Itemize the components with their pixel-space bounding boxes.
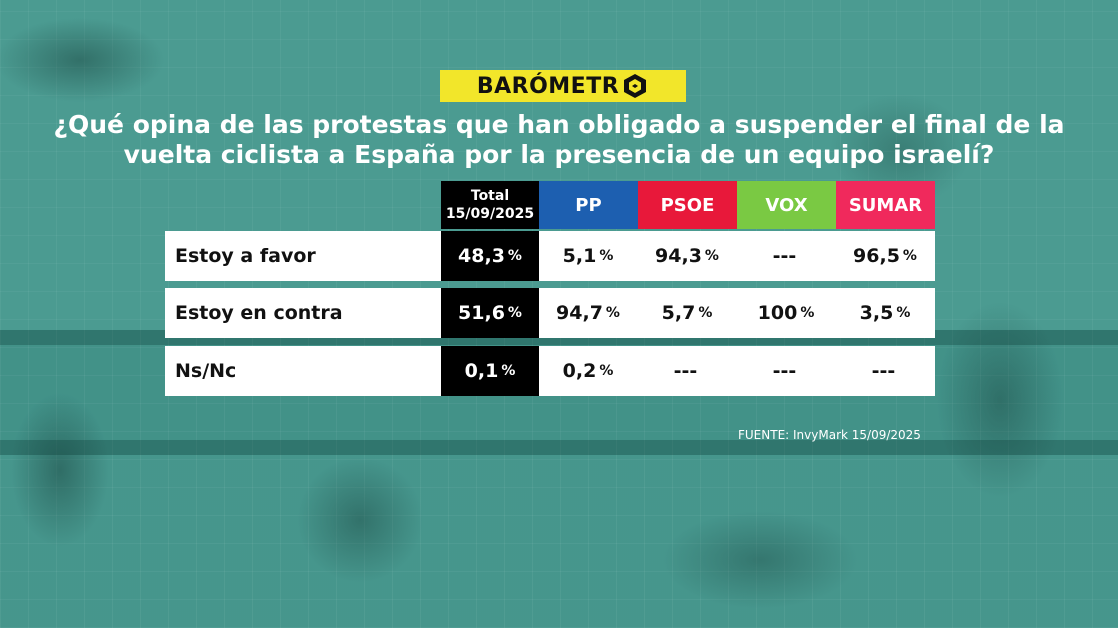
cell-vox-contra: 100%: [737, 288, 835, 338]
cell-pp-contra: 94,7%: [539, 288, 637, 338]
cell-pct: %: [896, 305, 911, 321]
cell-pp-favor: 5,1%: [539, 231, 637, 281]
row-label-contra: Estoy en contra: [175, 302, 343, 324]
cell-value: 0,1: [464, 360, 499, 382]
cell-psoe-contra: 5,7%: [638, 288, 736, 338]
title-line-2: vuelta ciclista a España por la presenci…: [123, 140, 995, 169]
cell-value: ---: [673, 360, 698, 382]
header-pp: PP: [539, 181, 638, 229]
cell-value: 96,5: [853, 245, 900, 267]
header-sumar: SUMAR: [836, 181, 935, 229]
cell-value: 5,7: [661, 302, 696, 324]
barometro-logo: BARÓMETR: [440, 70, 686, 102]
header-total-label: Total: [470, 188, 510, 204]
cell-value: ---: [871, 360, 896, 382]
cell-total-contra: 51,6%: [441, 288, 539, 338]
cell-pct: %: [800, 305, 815, 321]
cell-psoe-favor: 94,3%: [638, 231, 736, 281]
cell-value: ---: [772, 360, 797, 382]
header-total-date: 15/09/2025: [445, 206, 535, 222]
question-title: ¿Qué opina de las protestas que han obli…: [40, 110, 1078, 170]
cell-pct: %: [507, 305, 522, 321]
header-psoe: PSOE: [638, 181, 737, 229]
cell-sumar-favor: 96,5%: [836, 231, 934, 281]
logo-text: BARÓMETR: [476, 73, 620, 99]
header-sumar-label: SUMAR: [848, 194, 923, 216]
title-line-1: ¿Qué opina de las protestas que han obli…: [53, 110, 1065, 139]
table-row: [165, 346, 935, 396]
row-label-nsnc: Ns/Nc: [175, 360, 237, 382]
cell-value: 100: [757, 302, 798, 324]
cell-value: 94,7: [556, 302, 603, 324]
cell-value: 94,3: [655, 245, 702, 267]
source-note: FUENTE: InvyMark 15/09/2025: [738, 428, 921, 442]
cell-sumar-nsnc: ---: [836, 346, 934, 396]
header-total: Total 15/09/2025: [441, 181, 539, 229]
header-pp-label: PP: [575, 194, 602, 216]
cell-sumar-contra: 3,5%: [836, 288, 934, 338]
cell-total-favor: 48,3%: [441, 231, 539, 281]
table-row: [165, 231, 935, 281]
table-row: [165, 288, 935, 338]
header-vox-label: VOX: [765, 194, 808, 216]
cell-vox-favor: ---: [737, 231, 835, 281]
cell-pp-nsnc: 0,2%: [539, 346, 637, 396]
cell-psoe-nsnc: ---: [638, 346, 736, 396]
cell-value: 3,5: [859, 302, 894, 324]
cell-pct: %: [704, 248, 719, 264]
cell-value: 0,2: [562, 360, 597, 382]
cell-value: 5,1: [562, 245, 597, 267]
cell-total-nsnc: 0,1%: [441, 346, 539, 396]
cell-vox-nsnc: ---: [737, 346, 835, 396]
cell-value: 51,6: [458, 302, 505, 324]
header-vox: VOX: [737, 181, 836, 229]
cell-pct: %: [902, 248, 917, 264]
cell-pct: %: [507, 248, 522, 264]
cell-value: ---: [772, 245, 797, 267]
row-label-favor: Estoy a favor: [175, 245, 316, 267]
cell-value: 48,3: [458, 245, 505, 267]
cell-pct: %: [501, 363, 516, 379]
header-psoe-label: PSOE: [660, 194, 715, 216]
cell-pct: %: [599, 248, 614, 264]
cell-pct: %: [698, 305, 713, 321]
hexagon-o-icon: [624, 74, 647, 98]
cell-pct: %: [599, 363, 614, 379]
cell-pct: %: [605, 305, 620, 321]
